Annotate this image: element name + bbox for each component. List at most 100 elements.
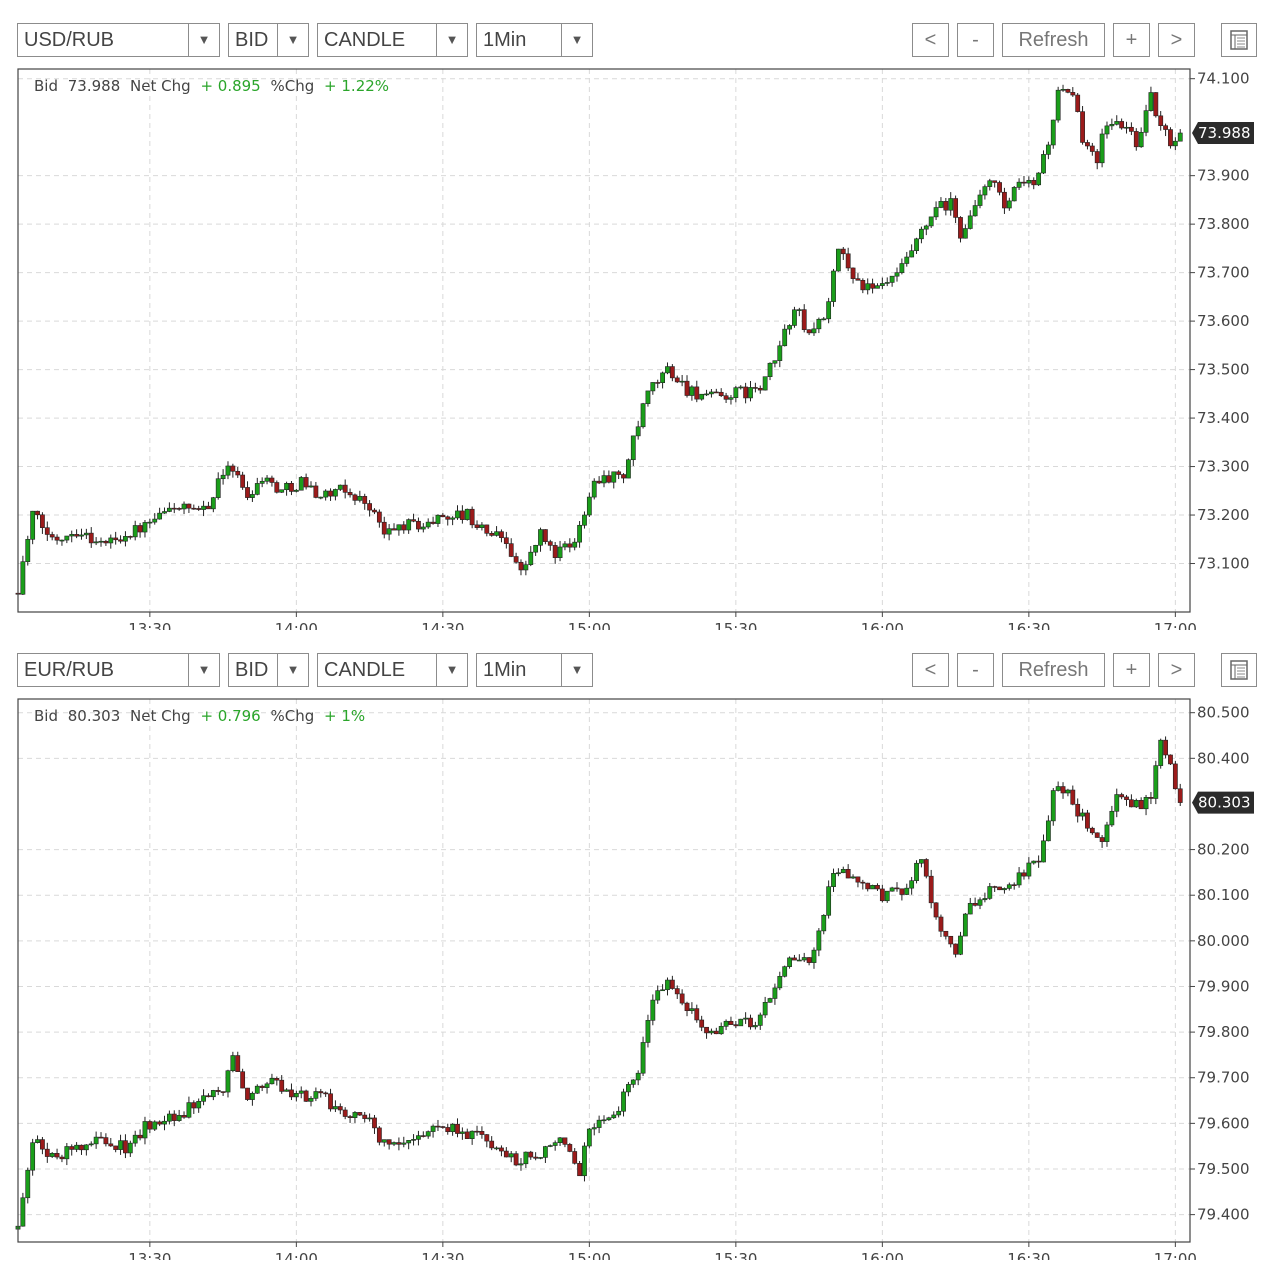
candle-body xyxy=(1104,824,1110,842)
price-chart[interactable]: 13:30 14:00 14:30 15:00 15:30 16:00 16:30 17:00… xyxy=(0,630,1280,1260)
next-button[interactable]: > xyxy=(1158,23,1195,57)
candle-body xyxy=(401,524,407,531)
candle xyxy=(1080,808,1085,821)
candle xyxy=(547,539,553,551)
y-tick-label: 74.100 xyxy=(1197,70,1250,88)
bid-value: 80.303 xyxy=(68,707,121,725)
refresh-button[interactable]: Refresh xyxy=(1002,23,1105,57)
candle xyxy=(889,886,895,892)
candle xyxy=(645,1014,651,1048)
price-type-dropdown[interactable]: BID ▼ xyxy=(228,653,309,687)
table-icon[interactable] xyxy=(1221,653,1257,687)
candle xyxy=(796,307,802,317)
candle-body xyxy=(1045,820,1051,842)
symbol-dropdown[interactable]: EUR/RUB ▼ xyxy=(17,653,220,687)
candle xyxy=(835,248,841,272)
candle xyxy=(621,1088,626,1117)
prev-button[interactable]: < xyxy=(912,23,949,57)
candle-body xyxy=(787,325,792,330)
candle xyxy=(215,472,221,500)
candle xyxy=(777,340,783,368)
candle xyxy=(723,392,729,403)
candle-body xyxy=(621,474,626,479)
candle-body xyxy=(1050,119,1056,146)
chart-style-dropdown[interactable]: CANDLE ▼ xyxy=(317,23,468,57)
candle xyxy=(992,885,998,893)
candle-body xyxy=(176,508,182,510)
next-button[interactable]: > xyxy=(1158,653,1195,687)
candle xyxy=(1138,797,1144,810)
zoom-in-button[interactable]: + xyxy=(1113,23,1150,57)
candle xyxy=(831,268,836,307)
candle xyxy=(567,538,573,553)
candle xyxy=(59,539,65,546)
candle xyxy=(401,521,407,534)
candle-body xyxy=(1011,187,1017,202)
net-chg-value: + 0.796 xyxy=(200,707,260,725)
candle xyxy=(665,362,670,375)
candle-body xyxy=(679,993,685,1004)
interval-dropdown[interactable]: 1Min ▼ xyxy=(476,653,593,687)
candle xyxy=(572,538,578,551)
candle-body xyxy=(684,380,690,396)
candle-body xyxy=(552,545,558,558)
last-price-tag: 80.303 xyxy=(1192,791,1254,814)
candle xyxy=(860,879,866,890)
candle xyxy=(709,1028,714,1035)
candle xyxy=(176,507,182,511)
candle xyxy=(709,389,714,398)
chart-style-dropdown[interactable]: CANDLE ▼ xyxy=(317,653,468,687)
candle xyxy=(752,382,758,393)
candle xyxy=(293,1090,299,1102)
y-tick-label: 79.500 xyxy=(1197,1160,1250,1178)
candle xyxy=(1080,106,1085,145)
candle-body xyxy=(743,1017,749,1020)
candle xyxy=(293,488,299,493)
candle-body xyxy=(367,1117,372,1120)
refresh-button[interactable]: Refresh xyxy=(1002,653,1105,687)
candle xyxy=(357,1112,363,1117)
candle-body xyxy=(215,478,221,498)
prev-button[interactable]: < xyxy=(912,653,949,687)
price-type-dropdown[interactable]: BID ▼ xyxy=(228,23,309,57)
table-icon[interactable] xyxy=(1221,23,1257,57)
candle-body xyxy=(1075,94,1081,112)
candle xyxy=(826,880,832,919)
y-tick-label: 73.100 xyxy=(1197,555,1250,573)
symbol-value: EUR/RUB xyxy=(24,659,115,681)
zoom-out-button[interactable]: - xyxy=(957,653,994,687)
candle xyxy=(811,322,817,336)
candle xyxy=(757,385,763,394)
symbol-dropdown[interactable]: USD/RUB ▼ xyxy=(17,23,220,57)
candle-body xyxy=(762,376,768,391)
candle xyxy=(49,1152,55,1158)
candle-body xyxy=(577,524,582,543)
candle-body xyxy=(142,522,148,533)
candle-body xyxy=(552,1142,558,1146)
zoom-out-button[interactable]: - xyxy=(957,23,994,57)
candle xyxy=(474,1125,480,1136)
candle xyxy=(904,251,910,267)
candle-body xyxy=(98,1136,104,1139)
interval-dropdown[interactable]: 1Min ▼ xyxy=(476,23,593,57)
candle-body xyxy=(406,1140,412,1144)
zoom-in-button[interactable]: + xyxy=(1113,653,1150,687)
price-chart[interactable]: 13:30 14:00 14:30 15:00 15:30 16:00 16:30 17:00… xyxy=(0,0,1280,630)
candle xyxy=(987,178,993,191)
candle-body xyxy=(821,318,827,321)
candle xyxy=(601,1115,607,1124)
candle xyxy=(787,324,792,335)
candle xyxy=(308,481,314,488)
candle xyxy=(528,546,534,567)
candle-body xyxy=(1002,191,1007,209)
candle xyxy=(655,379,661,389)
interval-value: 1Min xyxy=(483,29,527,51)
candle xyxy=(513,1151,519,1167)
candle-body xyxy=(1104,125,1110,135)
candle xyxy=(430,1124,436,1138)
candle xyxy=(894,267,900,282)
candle-body xyxy=(98,540,104,543)
candle-body xyxy=(1158,115,1164,127)
candle xyxy=(64,535,70,544)
candle xyxy=(503,1147,509,1158)
